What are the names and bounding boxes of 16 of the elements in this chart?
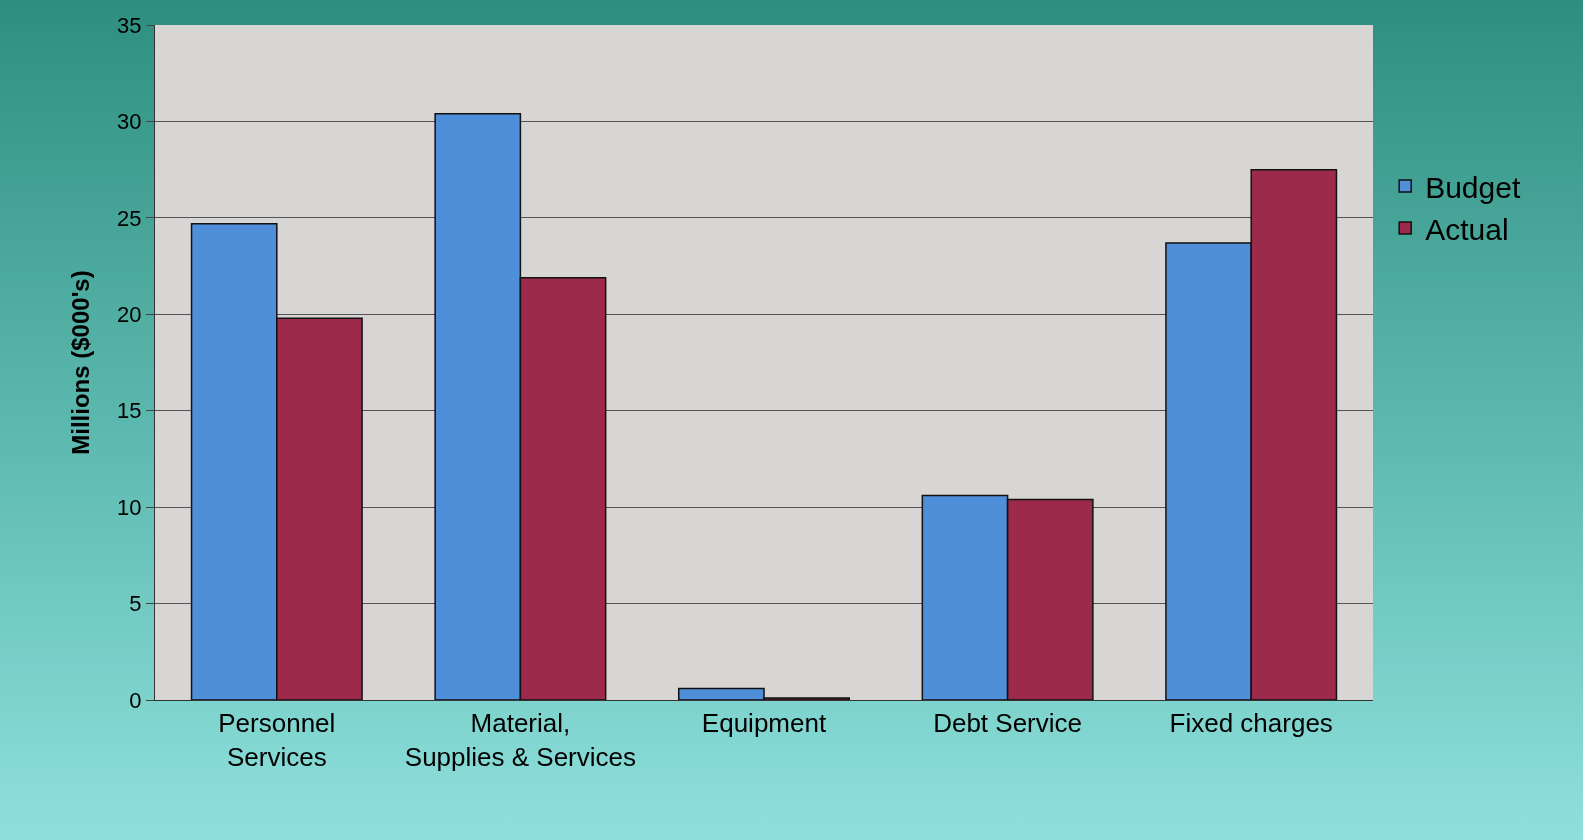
x-tick-label: Equipment xyxy=(701,708,827,739)
x-tick-label: Fixed charges xyxy=(1169,708,1333,739)
y-tick-label: 5 xyxy=(129,591,142,617)
y-tick-label: 30 xyxy=(117,109,142,135)
y-tick-label: 10 xyxy=(117,494,142,520)
y-axis-title: Millions ($000's) xyxy=(67,270,95,455)
y-tick-label: 15 xyxy=(117,398,142,424)
legend-label: Budget xyxy=(1425,170,1521,204)
legend-label: Actual xyxy=(1425,212,1509,246)
x-tick-label: Material, Supplies & Services xyxy=(404,708,637,772)
x-tick-label: Debt Service xyxy=(933,708,1083,739)
x-tick-label: Personnel Services xyxy=(218,708,336,772)
y-tick-label: 0 xyxy=(129,687,142,713)
y-tick-label: 35 xyxy=(117,12,142,38)
y-tick-label: 20 xyxy=(117,301,142,327)
y-tick-label: 25 xyxy=(117,205,142,231)
